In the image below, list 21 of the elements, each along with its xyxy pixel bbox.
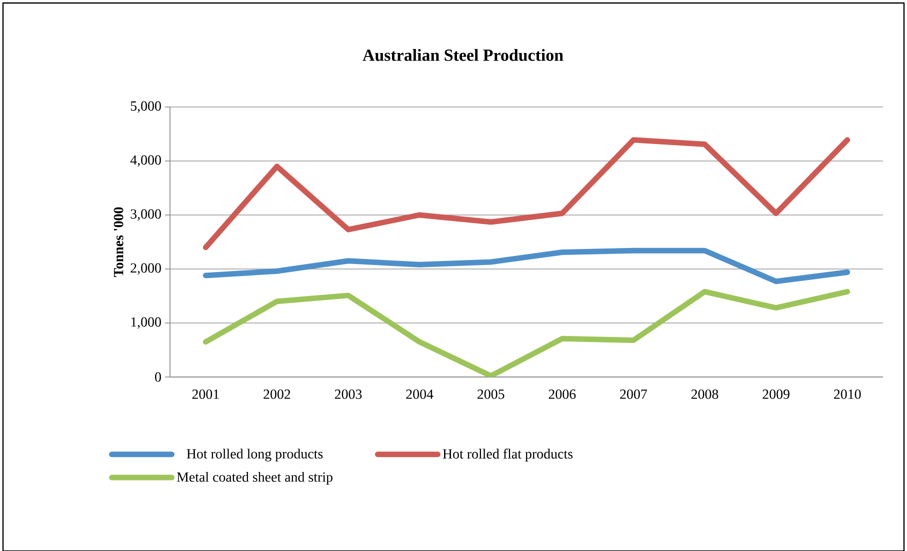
x-tick-label: 2005 [478, 390, 504, 399]
y-tick-label: 3,000 [130, 209, 161, 221]
x-tick-label: 2003 [334, 390, 362, 399]
legend-label: Metal coated sheet and strip [176, 472, 332, 485]
legend-label: Hot rolled long products [186, 448, 323, 462]
x-tick-label: 2010 [834, 390, 861, 399]
x-tick-label: 2008 [691, 390, 718, 399]
x-tick-label: 2009 [762, 390, 790, 399]
x-tick-label: 2001 [192, 390, 219, 399]
legend-label: Hot rolled flat products [442, 448, 573, 462]
y-tick-label: 0 [155, 372, 161, 382]
y-tick-label: 1,000 [131, 317, 161, 329]
y-axis-title: Tonnes '000 [114, 207, 124, 277]
x-tick-label: 2006 [548, 390, 576, 399]
x-tick-label: 2007 [620, 390, 648, 399]
chart-title: Australian Steel Production [362, 49, 564, 61]
x-tick-label: 2004 [406, 390, 434, 399]
y-tick-label: 2,000 [130, 263, 161, 275]
y-tick-label: 5,000 [130, 101, 161, 113]
x-tick-label: 2002 [264, 390, 290, 399]
y-tick-label: 4,000 [130, 155, 161, 167]
